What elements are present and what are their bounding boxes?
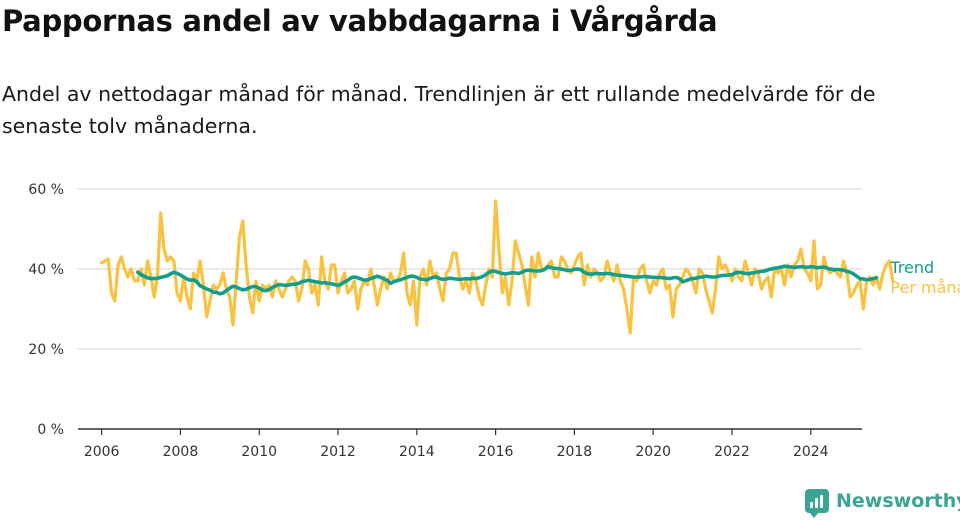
gridlines bbox=[78, 188, 862, 350]
chart-subtitle: Andel av nettodagar månad för månad. Tre… bbox=[2, 82, 876, 138]
y-tick-label: 0 % bbox=[37, 422, 64, 438]
legend-label-per-manad: Per månad bbox=[890, 278, 960, 297]
x-tick-label: 2008 bbox=[163, 444, 199, 460]
y-axis: 0 % 20 % 40 % 60 % bbox=[28, 182, 64, 438]
x-tick-label: 2018 bbox=[557, 444, 593, 460]
bar-chart-speech-bubble-icon bbox=[805, 489, 829, 518]
x-tick-label: 2024 bbox=[793, 444, 829, 460]
series-line-trend bbox=[136, 264, 879, 296]
brand-name: Newsworthy bbox=[836, 490, 960, 512]
x-tick-label: 2020 bbox=[635, 444, 671, 460]
chart-title: Pappornas andel av vabbdagarna i Vårgård… bbox=[2, 4, 718, 38]
y-tick-label: 20 % bbox=[28, 342, 64, 358]
y-tick-label: 60 % bbox=[28, 182, 64, 198]
x-axis: 2006 2008 2010 2012 2014 2016 2018 2020 2022 2024 bbox=[78, 428, 862, 460]
x-tick-label: 2010 bbox=[241, 444, 277, 460]
x-tick-label: 2006 bbox=[84, 444, 120, 460]
y-tick-label: 40 % bbox=[28, 262, 64, 278]
legend-label-trend: Trend bbox=[889, 258, 934, 277]
series-lines bbox=[100, 199, 895, 335]
x-tick-label: 2022 bbox=[714, 444, 750, 460]
x-tick-label: 2016 bbox=[478, 444, 514, 460]
series-line-per-manad bbox=[100, 199, 895, 335]
x-tick-label: 2012 bbox=[320, 444, 356, 460]
x-tick-label: 2014 bbox=[399, 444, 435, 460]
newsworthy-logo[interactable]: Newsworthy bbox=[805, 489, 960, 518]
